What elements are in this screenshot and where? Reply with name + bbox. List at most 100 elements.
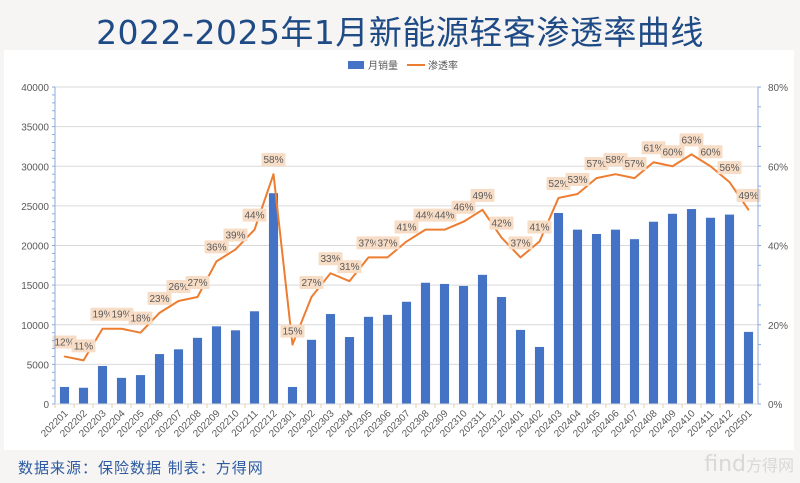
data-label-bg <box>375 236 400 250</box>
right-axis-tick-label: 0% <box>768 400 783 411</box>
bar-202311 <box>477 274 488 404</box>
data-label-text: 60% <box>662 147 682 158</box>
data-label-text: 36% <box>206 242 226 253</box>
data-label-bg <box>565 172 590 186</box>
legend-label-bar: 月销量 <box>368 59 398 72</box>
line-point-202202 <box>82 359 85 362</box>
combo-chart: 12% 11%19%19%18%23%26%27%36%39%44%58%15%2… <box>21 59 788 440</box>
bar-202211 <box>249 311 260 404</box>
data-label: 26% <box>166 279 191 293</box>
left-axis-tick-label: 25000 <box>21 202 49 213</box>
data-label-bg <box>432 208 457 222</box>
data-label: 60% <box>698 145 723 159</box>
data-label: 41% <box>527 220 552 234</box>
data-label-bg <box>356 236 381 250</box>
data-label: 18% <box>128 311 153 325</box>
bar-202203 <box>97 365 108 404</box>
data-label: 41% <box>394 220 419 234</box>
bar-202409 <box>667 213 678 404</box>
bar-202404 <box>572 229 583 404</box>
data-label-bg <box>603 153 628 167</box>
line-point-202205 <box>139 331 142 334</box>
data-label: 37% <box>356 236 381 250</box>
data-label: 53% <box>565 172 590 186</box>
bar-202403 <box>553 213 564 404</box>
data-label: 63% <box>679 133 704 147</box>
bar-202402 <box>534 346 545 404</box>
bar-202202 <box>78 387 89 404</box>
data-label: 11% <box>71 339 96 353</box>
left-axis-tick-label: 5000 <box>27 360 50 371</box>
data-label: 36% <box>204 240 229 254</box>
data-label-bg <box>71 339 96 353</box>
bar-202206 <box>154 354 165 404</box>
data-label-text: 61% <box>643 143 663 154</box>
data-label: 31% <box>337 260 362 274</box>
line-point-202307 <box>405 240 408 243</box>
line-point-202311 <box>481 209 484 211</box>
right-axis-tick-label: 40% <box>768 242 788 253</box>
legend-swatch-bar <box>348 61 364 69</box>
data-label-text: 46% <box>453 203 473 214</box>
data-label-text: 52% <box>548 179 568 190</box>
data-label-bg <box>52 335 77 349</box>
line-point-202201 <box>63 355 66 358</box>
line-point-202411 <box>709 165 712 168</box>
bar-202302 <box>306 339 317 404</box>
data-label-text: 49% <box>472 191 492 202</box>
bar-202204 <box>116 377 127 404</box>
line-point-202204 <box>120 327 123 330</box>
data-label-text: 57% <box>624 159 644 170</box>
data-label-bg <box>660 145 685 159</box>
data-label-text: 44% <box>434 211 454 222</box>
line-point-202212 <box>272 173 275 175</box>
data-label-bg <box>242 208 267 222</box>
data-label-text: 53% <box>567 175 587 186</box>
data-label-text: 37% <box>377 238 397 249</box>
line-point-202203 <box>101 327 104 330</box>
bar-202412 <box>724 214 735 404</box>
legend: 月销量 渗透率 <box>348 59 458 72</box>
bar-202309 <box>439 283 450 404</box>
bar-202411 <box>705 217 716 404</box>
data-label: 49% <box>470 188 495 202</box>
data-label-bg <box>698 145 723 159</box>
line-point-202210 <box>234 248 237 251</box>
bar-202407 <box>629 239 640 404</box>
data-label-text: 27% <box>187 278 207 289</box>
line-point-202407 <box>633 177 636 179</box>
line-point-202303 <box>329 272 332 275</box>
data-label: 61% <box>641 141 666 155</box>
data-label-text: 58% <box>263 155 283 166</box>
data-label-bg <box>128 311 153 325</box>
data-label-bg <box>470 188 495 202</box>
legend-label-line: 渗透率 <box>428 59 458 72</box>
data-label: 19% <box>90 307 115 321</box>
line-point-202207 <box>177 300 180 302</box>
line-point-202209 <box>215 260 218 263</box>
data-label-bg <box>166 279 191 293</box>
bar-202405 <box>591 234 602 404</box>
data-label-text: 41% <box>529 223 549 234</box>
bar-202303 <box>325 314 336 404</box>
line-point-202408 <box>652 161 655 164</box>
bar-202306 <box>382 314 393 404</box>
data-label-text: 23% <box>149 294 169 305</box>
line-point-202308 <box>424 228 427 231</box>
data-label-bg <box>717 161 742 175</box>
data-label-bg <box>679 133 704 147</box>
data-label: 58% <box>603 153 628 167</box>
line-point-202405 <box>595 177 598 179</box>
data-label: 15% <box>280 324 305 338</box>
line-point-202401 <box>519 256 522 259</box>
data-label-bg <box>299 276 324 290</box>
data-label-text: 19% <box>111 310 131 321</box>
line-point-202304 <box>348 280 351 282</box>
line-point-202406 <box>614 173 617 175</box>
right-axis-tick-label: 60% <box>768 162 788 173</box>
data-label-bg <box>223 228 248 242</box>
left-axis-tick-label: 20000 <box>21 242 49 253</box>
data-label-text: 60% <box>700 147 720 158</box>
data-label-bg <box>641 141 666 155</box>
data-labels: 12% 11%19%19%18%23%26%27%36%39%44%58%15%2… <box>52 133 761 353</box>
